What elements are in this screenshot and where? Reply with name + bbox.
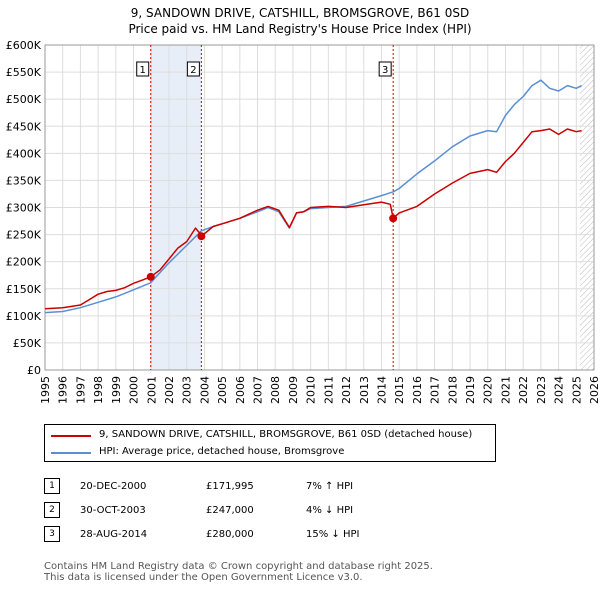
sale-number-box (136, 61, 150, 77)
x-tick-label: 2023 (535, 376, 548, 404)
y-tick-label: £550K (6, 66, 42, 79)
sale-hpi-change: 7% ↑ HPI (306, 480, 354, 492)
x-tick-label: 2015 (393, 376, 406, 404)
x-tick-label: 1996 (57, 376, 70, 404)
table-row: 2 30-OCT-2003 £247,000 4% ↓ HPI (44, 498, 359, 522)
x-tick-label: 1998 (92, 376, 105, 404)
sale-price: £280,000 (206, 528, 254, 540)
x-tick-label: 2021 (499, 376, 512, 404)
x-tick-label: 2017 (429, 376, 442, 404)
sale-number-badge: 2 (44, 502, 60, 518)
x-tick-label: 2024 (553, 376, 566, 404)
y-tick-label: £100K (6, 310, 42, 323)
sale-point (389, 214, 398, 223)
legend-property-swatch (51, 435, 91, 437)
y-tick-label: £400K (6, 147, 42, 160)
sale-number-label: 3 (382, 65, 388, 76)
x-tick-label: 2019 (464, 376, 477, 404)
table-row: 3 28-AUG-2014 £280,000 15% ↓ HPI (44, 522, 359, 546)
x-tick-label: 2025 (570, 376, 583, 404)
plot-frame (44, 44, 595, 371)
x-tick-label: 2007 (252, 376, 265, 404)
x-tick-label: 1995 (39, 376, 52, 404)
x-tick-label: 2002 (163, 376, 176, 404)
sale-point (197, 232, 206, 241)
x-tick-label: 2014 (375, 376, 388, 404)
price-chart: £0 £50K £100K £150K £200K £250K £300K £350K £400… (6, 39, 600, 404)
sale-number-label: 2 (190, 65, 196, 76)
legend-hpi-swatch (51, 452, 91, 454)
x-tick-label: 1997 (74, 376, 87, 404)
x-tick-label: 2009 (287, 376, 300, 404)
y-tick-label: £300K (6, 202, 42, 215)
x-tick-label: 2003 (181, 376, 194, 404)
y-tick-label: £450K (6, 120, 42, 133)
x-tick-label: 2018 (446, 376, 459, 404)
sale-hpi-change: 15% ↓ HPI (306, 528, 360, 540)
legend-hpi-label: HPI: Average price, detached house, Brom… (99, 446, 345, 457)
sale-number-box (378, 61, 392, 77)
x-tick-label: 2010 (305, 376, 318, 404)
sale-point (146, 272, 155, 281)
sale-price: £171,995 (206, 480, 254, 492)
sale-hpi-change: 4% ↓ HPI (306, 504, 354, 516)
x-tick-label: 2005 (216, 376, 229, 404)
sale-number-badge: 1 (44, 478, 60, 494)
y-tick-label: £150K (6, 283, 42, 296)
property-price-line (44, 128, 582, 310)
chart-legend: 9, SANDOWN DRIVE, CATSHILL, BROMSGROVE, … (44, 424, 496, 462)
x-tick-label: 2016 (411, 376, 424, 404)
x-tick-label: 2000 (128, 376, 141, 404)
chart-title-line1: 9, SANDOWN DRIVE, CATSHILL, BROMSGROVE, … (130, 6, 470, 20)
y-tick-label: £500K (6, 93, 42, 106)
footer: Contains HM Land Registry data © Crown c… (44, 561, 433, 583)
footer-copyright: Contains HM Land Registry data © Crown c… (44, 561, 433, 572)
x-tick-label: 2022 (517, 376, 530, 404)
x-tick-label: 2004 (198, 376, 211, 404)
sale-number-box (186, 61, 200, 77)
footer-license: This data is licensed under the Open Gov… (44, 572, 363, 583)
hpi-line (44, 79, 582, 314)
x-tick-label: 1999 (110, 376, 123, 404)
y-tick-label: £0 (27, 364, 41, 377)
x-tick-label: 2026 (588, 376, 600, 404)
x-tick-label: 2008 (269, 376, 282, 404)
sale-date: 30-OCT-2003 (80, 504, 146, 516)
sales-table: 1 20-DEC-2000 £171,995 7% ↑ HPI 2 30-OCT… (44, 474, 359, 546)
x-tick-label: 2012 (340, 376, 353, 404)
y-tick-label: £50K (13, 337, 42, 350)
sale-date: 20-DEC-2000 (80, 480, 147, 492)
y-tick-label: £600K (6, 39, 42, 52)
sale-price: £247,000 (206, 504, 254, 516)
sale-date: 28-AUG-2014 (80, 528, 148, 540)
sale-number-badge: 3 (44, 526, 60, 542)
x-tick-label: 2001 (145, 376, 158, 404)
y-tick-label: £250K (6, 229, 42, 242)
table-row: 1 20-DEC-2000 £171,995 7% ↑ HPI (44, 474, 359, 498)
sale-number-label: 1 (140, 65, 146, 76)
chart-title-line2: Price paid vs. HM Land Registry's House … (128, 22, 472, 36)
x-tick-label: 2006 (234, 376, 247, 404)
y-tick-label: £200K (6, 256, 42, 269)
x-tick-label: 2020 (482, 376, 495, 404)
legend-property-label: 9, SANDOWN DRIVE, CATSHILL, BROMSGROVE, … (99, 429, 473, 440)
x-tick-label: 2013 (358, 376, 371, 404)
x-tick-label: 2011 (322, 376, 335, 404)
y-tick-label: £350K (6, 174, 42, 187)
